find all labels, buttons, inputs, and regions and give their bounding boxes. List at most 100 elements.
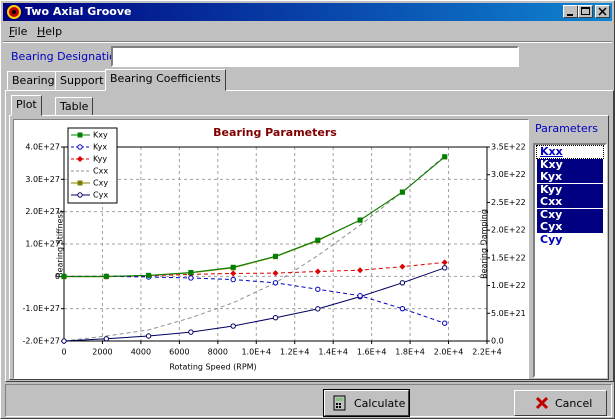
data-point <box>188 275 194 281</box>
parameter-item[interactable]: Cxy <box>537 208 603 221</box>
subtab-strip: Plot Table <box>11 95 131 116</box>
y-tick-label: 4.0E+27 <box>25 143 60 152</box>
data-point <box>230 276 236 283</box>
y-axis-label: Bearing Stiffness <box>56 210 65 278</box>
parameter-item[interactable]: Kxy <box>537 158 603 171</box>
data-point <box>357 217 363 223</box>
menu-help[interactable]: Help <box>37 25 63 38</box>
parameter-item[interactable]: Kxx <box>536 145 604 159</box>
data-point <box>103 273 109 279</box>
series-line <box>64 275 445 324</box>
data-point <box>230 323 236 329</box>
menu-file[interactable]: File <box>9 25 28 38</box>
parameters-title: Parameters <box>535 122 598 135</box>
data-point <box>399 189 405 195</box>
y-tick-label: 1.0E+27 <box>25 240 60 249</box>
y-tick-label: 3.0E+27 <box>25 175 60 184</box>
data-point <box>399 305 406 312</box>
data-point <box>188 329 194 335</box>
close-button[interactable] <box>595 5 610 18</box>
chart-title: Bearing Parameters <box>213 126 337 139</box>
series-line <box>64 261 445 277</box>
data-point <box>230 270 237 277</box>
data-point <box>146 272 152 278</box>
data-point <box>399 263 406 270</box>
legend-marker <box>77 144 83 150</box>
legend-marker <box>77 156 83 162</box>
minimize-button[interactable] <box>563 5 578 18</box>
window-title: Two Axial Groove <box>25 5 132 18</box>
data-point <box>314 268 321 275</box>
app-icon <box>7 5 21 19</box>
x-tick-label: 2.0E+4 <box>434 348 464 357</box>
data-point <box>315 286 321 292</box>
title-bar: Two Axial Groove <box>3 3 612 21</box>
parameter-item[interactable]: Kyy <box>537 183 603 196</box>
legend-label: Kyx <box>93 143 107 152</box>
data-point <box>230 264 236 270</box>
separator <box>3 41 612 43</box>
data-point <box>357 267 364 274</box>
parameter-item[interactable]: Cyy <box>540 232 563 246</box>
y-tick-label: 0 <box>55 272 60 281</box>
maximize-button[interactable] <box>578 5 593 18</box>
series-line <box>63 155 446 342</box>
legend-marker <box>77 180 83 186</box>
x-tick-label: 1.2E+4 <box>280 348 310 357</box>
x-tick-label: 6000 <box>169 348 189 357</box>
legend-label: Cxx <box>93 167 108 176</box>
subtab-active[interactable]: Plot <box>11 95 42 116</box>
x-tick-label: 1.4E+4 <box>318 348 348 357</box>
x-tick-label: 4000 <box>131 348 151 357</box>
data-point <box>315 237 321 243</box>
y2-tick-label: 3.5E+22 <box>491 143 526 152</box>
parameters-list: Kxx Kxy Kyx Kyy Cxx Cxy Cyx Cyy <box>533 143 607 378</box>
x-axis-label: Rotating Speed (RPM) <box>169 363 256 372</box>
x-tick-label: 2000 <box>92 348 112 357</box>
data-point <box>188 269 194 275</box>
series-line <box>64 156 446 277</box>
subtab[interactable]: Table <box>55 97 94 116</box>
tab[interactable]: Bearing <box>7 71 60 90</box>
data-point <box>272 270 279 277</box>
parameter-item[interactable]: Cxx <box>537 196 603 208</box>
data-point <box>103 336 110 342</box>
x-tick-label: 1.8E+4 <box>395 348 425 357</box>
designation-input[interactable] <box>111 46 519 67</box>
legend-label: Cxy <box>93 179 108 188</box>
y2-tick-label: 5.0E+21 <box>491 309 526 318</box>
x-tick-label: 0 <box>61 348 66 357</box>
data-point <box>441 259 448 266</box>
data-point <box>357 293 363 299</box>
data-point <box>61 273 67 279</box>
series-line <box>64 156 446 278</box>
y-tick-label: -1.0E+27 <box>22 304 60 313</box>
tab[interactable]: Support <box>55 71 109 90</box>
data-point <box>61 338 67 344</box>
legend-label: Kyy <box>93 155 107 164</box>
tab-panel <box>5 90 614 382</box>
parameter-item[interactable]: Kyx <box>537 171 603 183</box>
legend-marker <box>77 192 83 198</box>
data-point <box>442 320 448 326</box>
y2-tick-label: 3.0E+22 <box>491 170 526 179</box>
y2-tick-label: 1.0E+22 <box>491 281 526 290</box>
x-tick-label: 8000 <box>208 348 228 357</box>
chart: Bearing Parameters Rotating Speed (RPM) … <box>22 126 526 372</box>
parameter-item[interactable]: Cyx <box>537 221 603 233</box>
legend-marker <box>77 132 83 138</box>
y2-tick-label: 0.0 <box>491 337 504 346</box>
legend-label: Kxy <box>93 131 108 140</box>
data-point <box>272 280 279 286</box>
cancel-button[interactable]: Cancel <box>514 390 607 416</box>
data-point <box>272 315 279 321</box>
x-tick-label: 1.6E+4 <box>357 348 387 357</box>
series-line <box>63 267 445 342</box>
button-label: Calculate <box>354 397 406 410</box>
calculate-button[interactable]: Calculate <box>323 389 410 417</box>
y2-tick-label: 2.0E+22 <box>491 226 526 235</box>
tab-active[interactable]: Bearing Coefficients <box>105 69 226 91</box>
designation-label: Bearing Designation <box>11 50 123 63</box>
y2-tick-label: 1.5E+22 <box>491 253 526 262</box>
